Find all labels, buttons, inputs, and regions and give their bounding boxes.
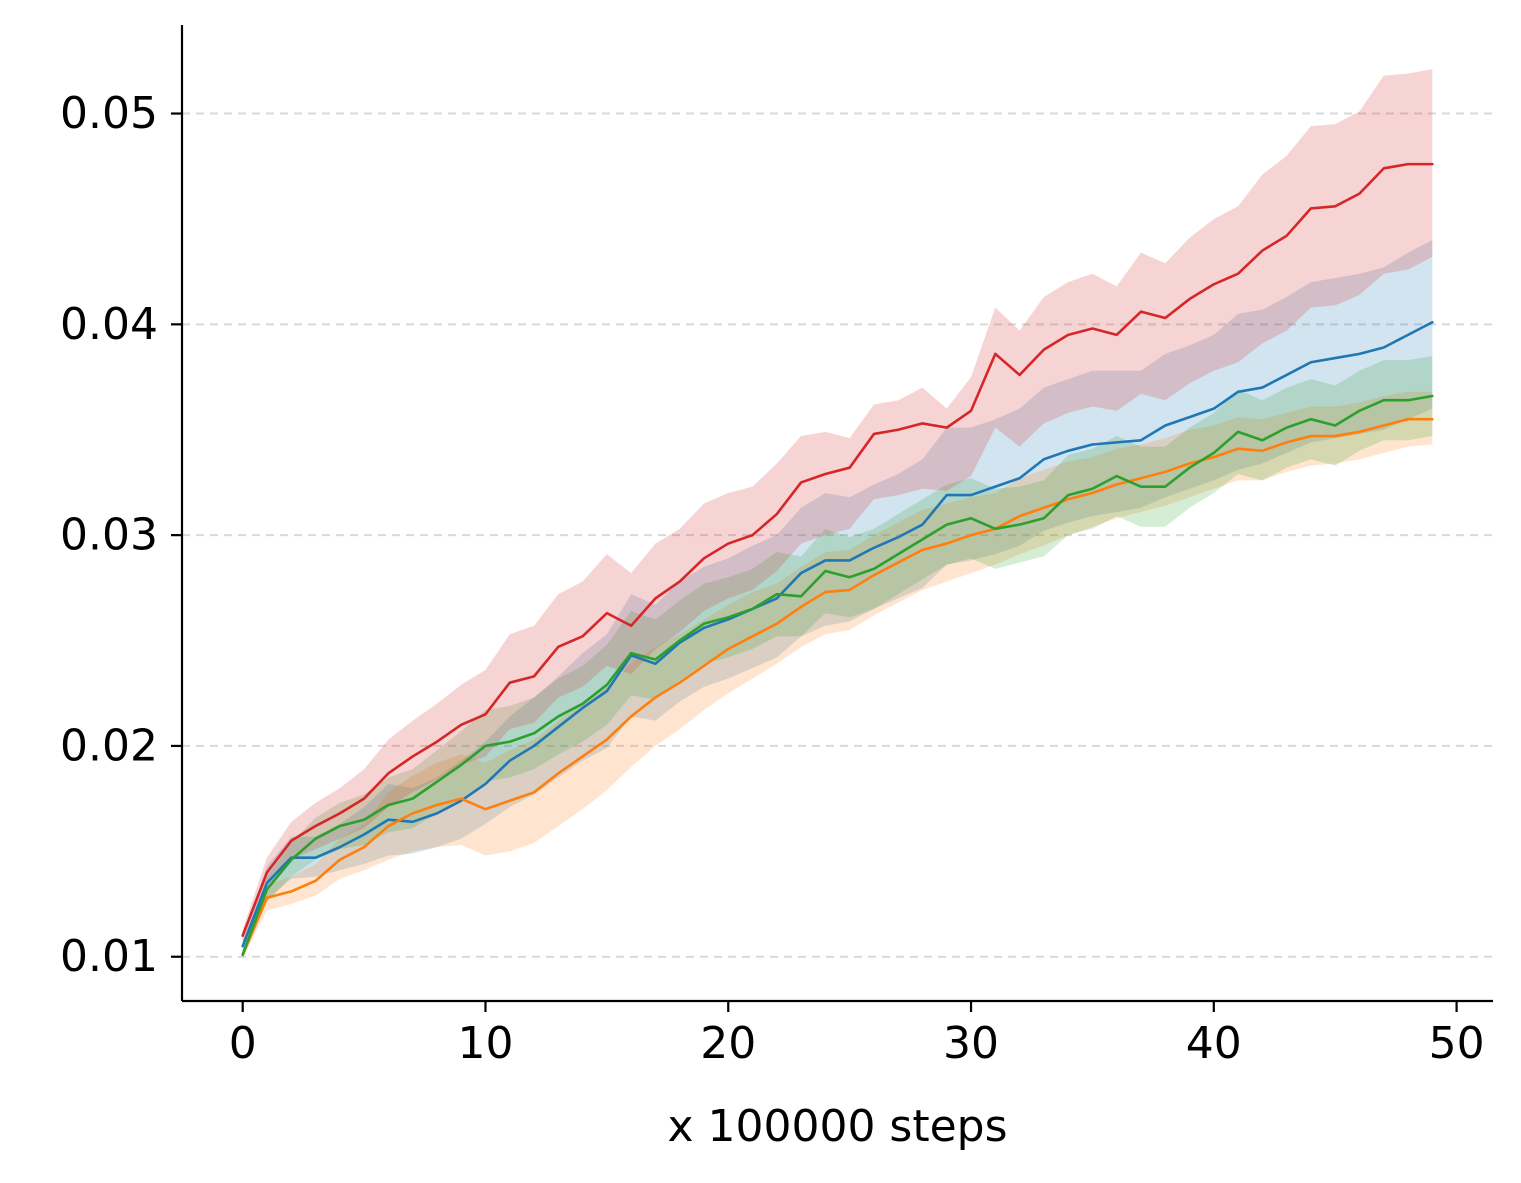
y-tick-label: 0.05	[60, 88, 158, 139]
x-tick-label: 0	[229, 1018, 257, 1069]
y-tick-label: 0.02	[60, 720, 158, 771]
confidence-bands	[242, 69, 1433, 959]
series-line-orange	[241, 417, 1434, 956]
band-orange	[242, 391, 1433, 959]
series-lines	[241, 162, 1434, 956]
gridlines	[182, 112, 1493, 958]
band-green	[242, 355, 1433, 959]
y-tick-label: 0.04	[60, 299, 158, 350]
x-axis-title: x 100000 steps	[667, 1101, 1007, 1152]
y-tick-label: 0.03	[60, 510, 158, 561]
x-tick-label: 30	[943, 1018, 999, 1069]
band-red	[242, 69, 1433, 942]
series-line-green	[241, 394, 1434, 956]
series-line-red	[241, 162, 1434, 937]
band-blue	[242, 240, 1433, 953]
x-tick-label: 10	[457, 1018, 513, 1069]
x-tick-label: 40	[1186, 1018, 1242, 1069]
axes	[180, 25, 1493, 1003]
series-line-blue	[241, 320, 1434, 948]
y-ticks: 0.01 0.02 0.03 0.04 0.05	[60, 88, 182, 982]
y-tick-label: 0.01	[60, 931, 158, 982]
x-ticks: 0 10 20 30 40 50	[229, 1001, 1485, 1069]
x-tick-label: 20	[700, 1018, 756, 1069]
x-tick-label: 50	[1429, 1018, 1485, 1069]
